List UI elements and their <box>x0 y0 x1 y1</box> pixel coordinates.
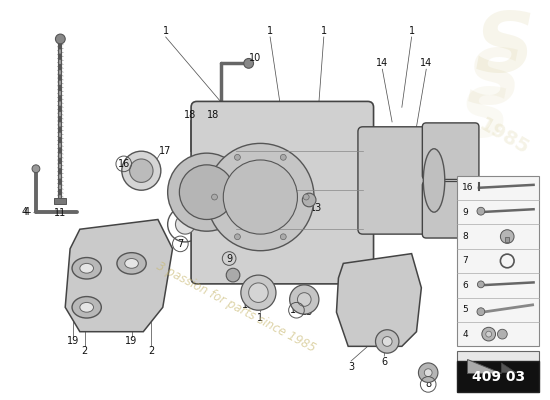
Text: 1: 1 <box>257 313 263 323</box>
Text: 14: 14 <box>420 58 432 68</box>
Ellipse shape <box>125 258 139 268</box>
Text: 8: 8 <box>425 379 431 389</box>
Text: 1: 1 <box>163 26 169 36</box>
Circle shape <box>207 143 314 251</box>
Polygon shape <box>467 359 502 373</box>
Text: 18: 18 <box>207 110 219 120</box>
Text: 19: 19 <box>67 336 79 346</box>
Text: 13: 13 <box>310 203 322 213</box>
Bar <box>458 351 540 378</box>
Ellipse shape <box>80 263 94 273</box>
Circle shape <box>497 329 507 339</box>
Circle shape <box>419 363 438 382</box>
Circle shape <box>482 327 496 341</box>
Circle shape <box>382 336 392 346</box>
Text: 6: 6 <box>381 357 387 367</box>
Circle shape <box>168 153 246 231</box>
Ellipse shape <box>72 258 101 279</box>
Text: 1: 1 <box>267 26 273 36</box>
Circle shape <box>298 293 311 306</box>
Circle shape <box>280 154 286 160</box>
Text: 6: 6 <box>463 281 468 290</box>
Text: 1: 1 <box>409 26 415 36</box>
Text: 15: 15 <box>301 307 314 317</box>
Circle shape <box>212 194 217 200</box>
Circle shape <box>303 194 309 200</box>
Text: 1985: 1985 <box>476 115 532 158</box>
Circle shape <box>223 160 298 234</box>
Text: 3: 3 <box>348 362 354 372</box>
Circle shape <box>130 159 153 182</box>
Text: 12: 12 <box>241 300 254 310</box>
FancyBboxPatch shape <box>422 123 479 180</box>
Circle shape <box>486 331 492 337</box>
Text: 18: 18 <box>184 110 196 120</box>
Circle shape <box>32 165 40 173</box>
Circle shape <box>302 193 316 207</box>
Text: 4: 4 <box>23 207 29 217</box>
Text: 1: 1 <box>321 26 327 36</box>
Text: S: S <box>467 46 522 120</box>
Text: 16: 16 <box>118 159 130 169</box>
Text: 7: 7 <box>463 256 468 266</box>
Text: 17: 17 <box>158 146 171 156</box>
Circle shape <box>175 215 195 234</box>
Circle shape <box>122 151 161 190</box>
Circle shape <box>477 207 485 215</box>
Ellipse shape <box>117 253 146 274</box>
Text: S: S <box>460 84 510 150</box>
Text: 10: 10 <box>249 54 262 64</box>
Text: 7: 7 <box>177 239 184 249</box>
Circle shape <box>234 154 240 160</box>
Text: 4: 4 <box>21 207 28 217</box>
Text: 5: 5 <box>463 305 468 314</box>
Circle shape <box>500 230 514 243</box>
Text: 3 passion for parts since 1985: 3 passion for parts since 1985 <box>154 260 318 355</box>
Circle shape <box>244 58 254 68</box>
Circle shape <box>424 369 432 376</box>
Circle shape <box>56 34 65 44</box>
Circle shape <box>290 285 319 314</box>
Text: 14: 14 <box>376 58 388 68</box>
Bar <box>458 361 540 392</box>
Polygon shape <box>65 220 173 332</box>
FancyBboxPatch shape <box>358 127 436 234</box>
Ellipse shape <box>80 302 94 312</box>
Circle shape <box>179 165 234 220</box>
Bar <box>54 198 66 204</box>
Text: 19: 19 <box>125 336 138 346</box>
Text: 2: 2 <box>148 346 154 356</box>
Text: 4: 4 <box>463 330 468 339</box>
Polygon shape <box>502 363 516 373</box>
Ellipse shape <box>72 296 101 318</box>
Text: 16: 16 <box>463 183 474 192</box>
Text: 8: 8 <box>463 232 468 241</box>
Circle shape <box>376 330 399 353</box>
Text: 409 03: 409 03 <box>472 370 525 384</box>
Bar <box>458 176 540 346</box>
Circle shape <box>280 234 286 240</box>
Polygon shape <box>337 254 421 346</box>
Circle shape <box>226 268 240 282</box>
Text: 11: 11 <box>54 208 67 218</box>
Circle shape <box>234 234 240 240</box>
Circle shape <box>477 308 485 316</box>
Circle shape <box>477 281 485 288</box>
Text: 9: 9 <box>226 254 232 264</box>
Bar <box>505 236 509 242</box>
Text: 16: 16 <box>290 305 303 315</box>
Circle shape <box>249 283 268 302</box>
FancyBboxPatch shape <box>422 182 479 238</box>
Text: 9: 9 <box>463 208 468 217</box>
Circle shape <box>241 275 276 310</box>
Text: S: S <box>474 8 534 89</box>
Ellipse shape <box>424 149 445 212</box>
Text: 2: 2 <box>81 346 88 356</box>
FancyBboxPatch shape <box>191 102 373 284</box>
